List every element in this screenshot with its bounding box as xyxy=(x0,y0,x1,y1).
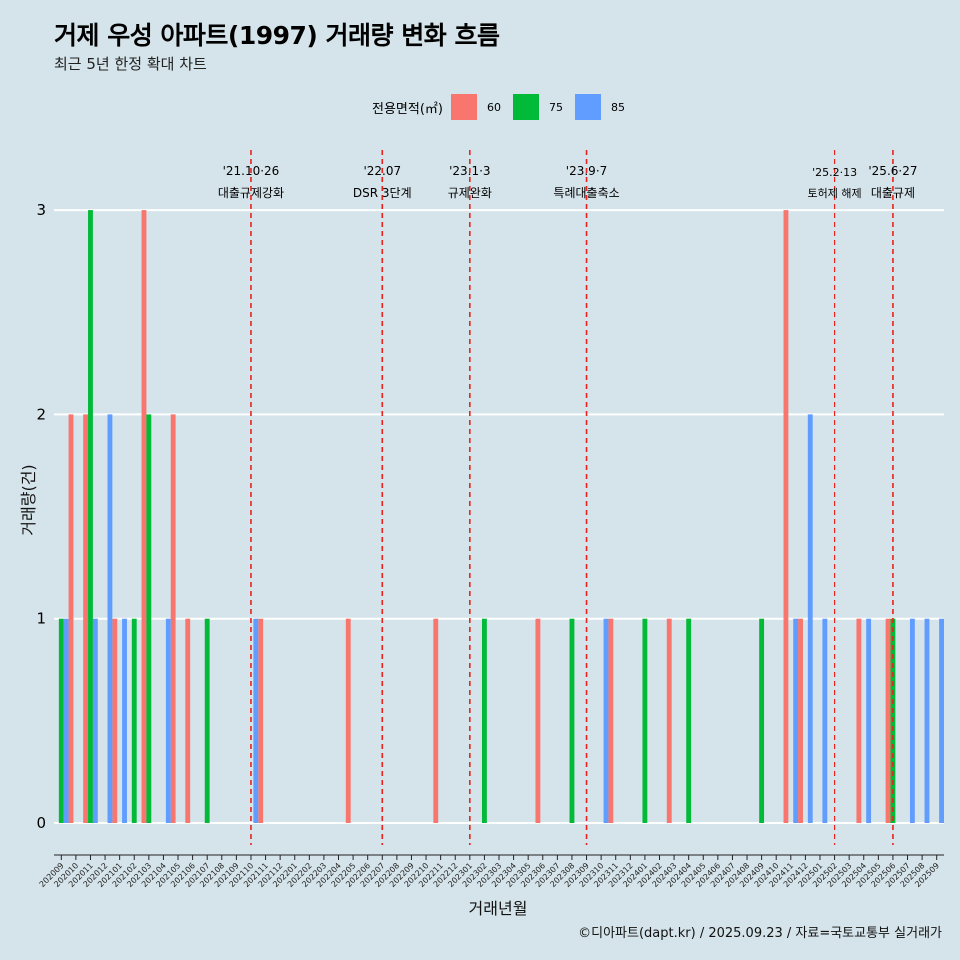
legend-label-60: 60 xyxy=(486,100,501,114)
legend-item-75: 75 xyxy=(512,94,569,120)
event-label-202506: 대출규제 xyxy=(871,186,915,200)
bar-75-202409 xyxy=(759,618,765,823)
bar-60-202010 xyxy=(68,414,74,823)
bar-85-202501 xyxy=(822,618,828,823)
chart-subtitle: 최근 5년 한정 확대 차트 xyxy=(54,55,207,73)
bar-60-202011 xyxy=(83,414,89,823)
bar-75-202404 xyxy=(686,618,692,823)
bar-85-202508 xyxy=(924,618,930,823)
event-date-202502: '25.2·13 xyxy=(812,166,857,179)
bar-85-202412 xyxy=(807,414,813,823)
event-label-202110: 대출규제강화 xyxy=(218,186,284,200)
bar-60-202411 xyxy=(783,210,789,824)
bar-60-202103 xyxy=(141,210,147,824)
bar-60-202111 xyxy=(258,618,264,823)
legend-item-60: 60 xyxy=(450,94,507,120)
x-axis-title: 거래년월 xyxy=(469,899,528,918)
legend: 전용면적(㎡) 60 75 85 xyxy=(372,92,637,122)
event-label-202207: DSR 3단계 xyxy=(353,186,412,200)
bar-60-202504 xyxy=(856,618,862,823)
event-label-202301: 규제완화 xyxy=(448,186,492,200)
event-date-202301: '23.1·3 xyxy=(449,164,490,178)
bar-85-202504 xyxy=(866,618,872,823)
y-axis-title: 거래량(건) xyxy=(19,464,38,535)
source-caption: ©디아파트(dapt.kr) / 2025.09.23 / 자료=국토교통부 실… xyxy=(578,926,942,941)
event-label-202309: 특례대출축소 xyxy=(553,186,619,200)
event-date-202506: '25.6·27 xyxy=(868,164,917,178)
bar-60-202205 xyxy=(345,618,351,823)
legend-swatch-60 xyxy=(450,94,477,120)
y-tick-label-1: 1 xyxy=(36,610,46,628)
bar-60-202101 xyxy=(112,618,118,823)
bar-85-202110 xyxy=(253,618,259,823)
bar-75-202308 xyxy=(569,618,575,823)
legend-title: 전용면적(㎡) xyxy=(372,101,443,117)
bar-60-202106 xyxy=(185,618,191,823)
bar-75-202009 xyxy=(58,618,64,823)
bar-85-202507 xyxy=(909,618,915,823)
bar-75-202302 xyxy=(481,618,487,823)
legend-swatch-75 xyxy=(512,94,539,120)
legend-swatch-85 xyxy=(574,94,601,120)
bar-60-202311 xyxy=(608,618,614,823)
event-date-202207: '22.07 xyxy=(363,164,401,178)
bar-85-202012 xyxy=(107,414,113,823)
bar-75-202011 xyxy=(88,210,93,824)
legend-label-85: 85 xyxy=(610,100,625,114)
bar-85-202411 xyxy=(793,618,799,823)
event-label-202502: 토허제 해제 xyxy=(808,186,862,200)
bar-60-202105 xyxy=(170,414,176,823)
chart-title: 거제 우성 아파트(1997) 거래량 변화 흐름 xyxy=(54,21,500,50)
legend-item-85: 85 xyxy=(574,94,631,120)
y-tick-label-0: 0 xyxy=(36,814,46,832)
legend-label-75: 75 xyxy=(548,100,563,114)
y-tick-label-2: 2 xyxy=(36,405,46,423)
y-tick-label-3: 3 xyxy=(36,201,46,219)
bar-60-202506 xyxy=(885,618,891,823)
event-date-202309: '23.9·7 xyxy=(566,164,607,178)
bar-60-202412 xyxy=(798,618,803,823)
bar-75-202107 xyxy=(204,618,210,823)
bar-85-202011 xyxy=(92,618,98,823)
bar-85-202101 xyxy=(122,618,127,823)
bar-85-202104 xyxy=(165,618,171,823)
bar-75-202401 xyxy=(642,618,648,823)
bar-60-202211 xyxy=(433,618,439,823)
bar-85-202310 xyxy=(603,618,609,823)
bar-60-202306 xyxy=(535,618,541,823)
bar-75-202102 xyxy=(131,618,137,823)
bar-85-202009 xyxy=(63,618,69,823)
bar-60-202403 xyxy=(666,618,672,823)
bar-75-202103 xyxy=(146,414,152,823)
bar-85-202509 xyxy=(939,618,944,823)
event-date-202110: '21.10·26 xyxy=(223,164,280,178)
